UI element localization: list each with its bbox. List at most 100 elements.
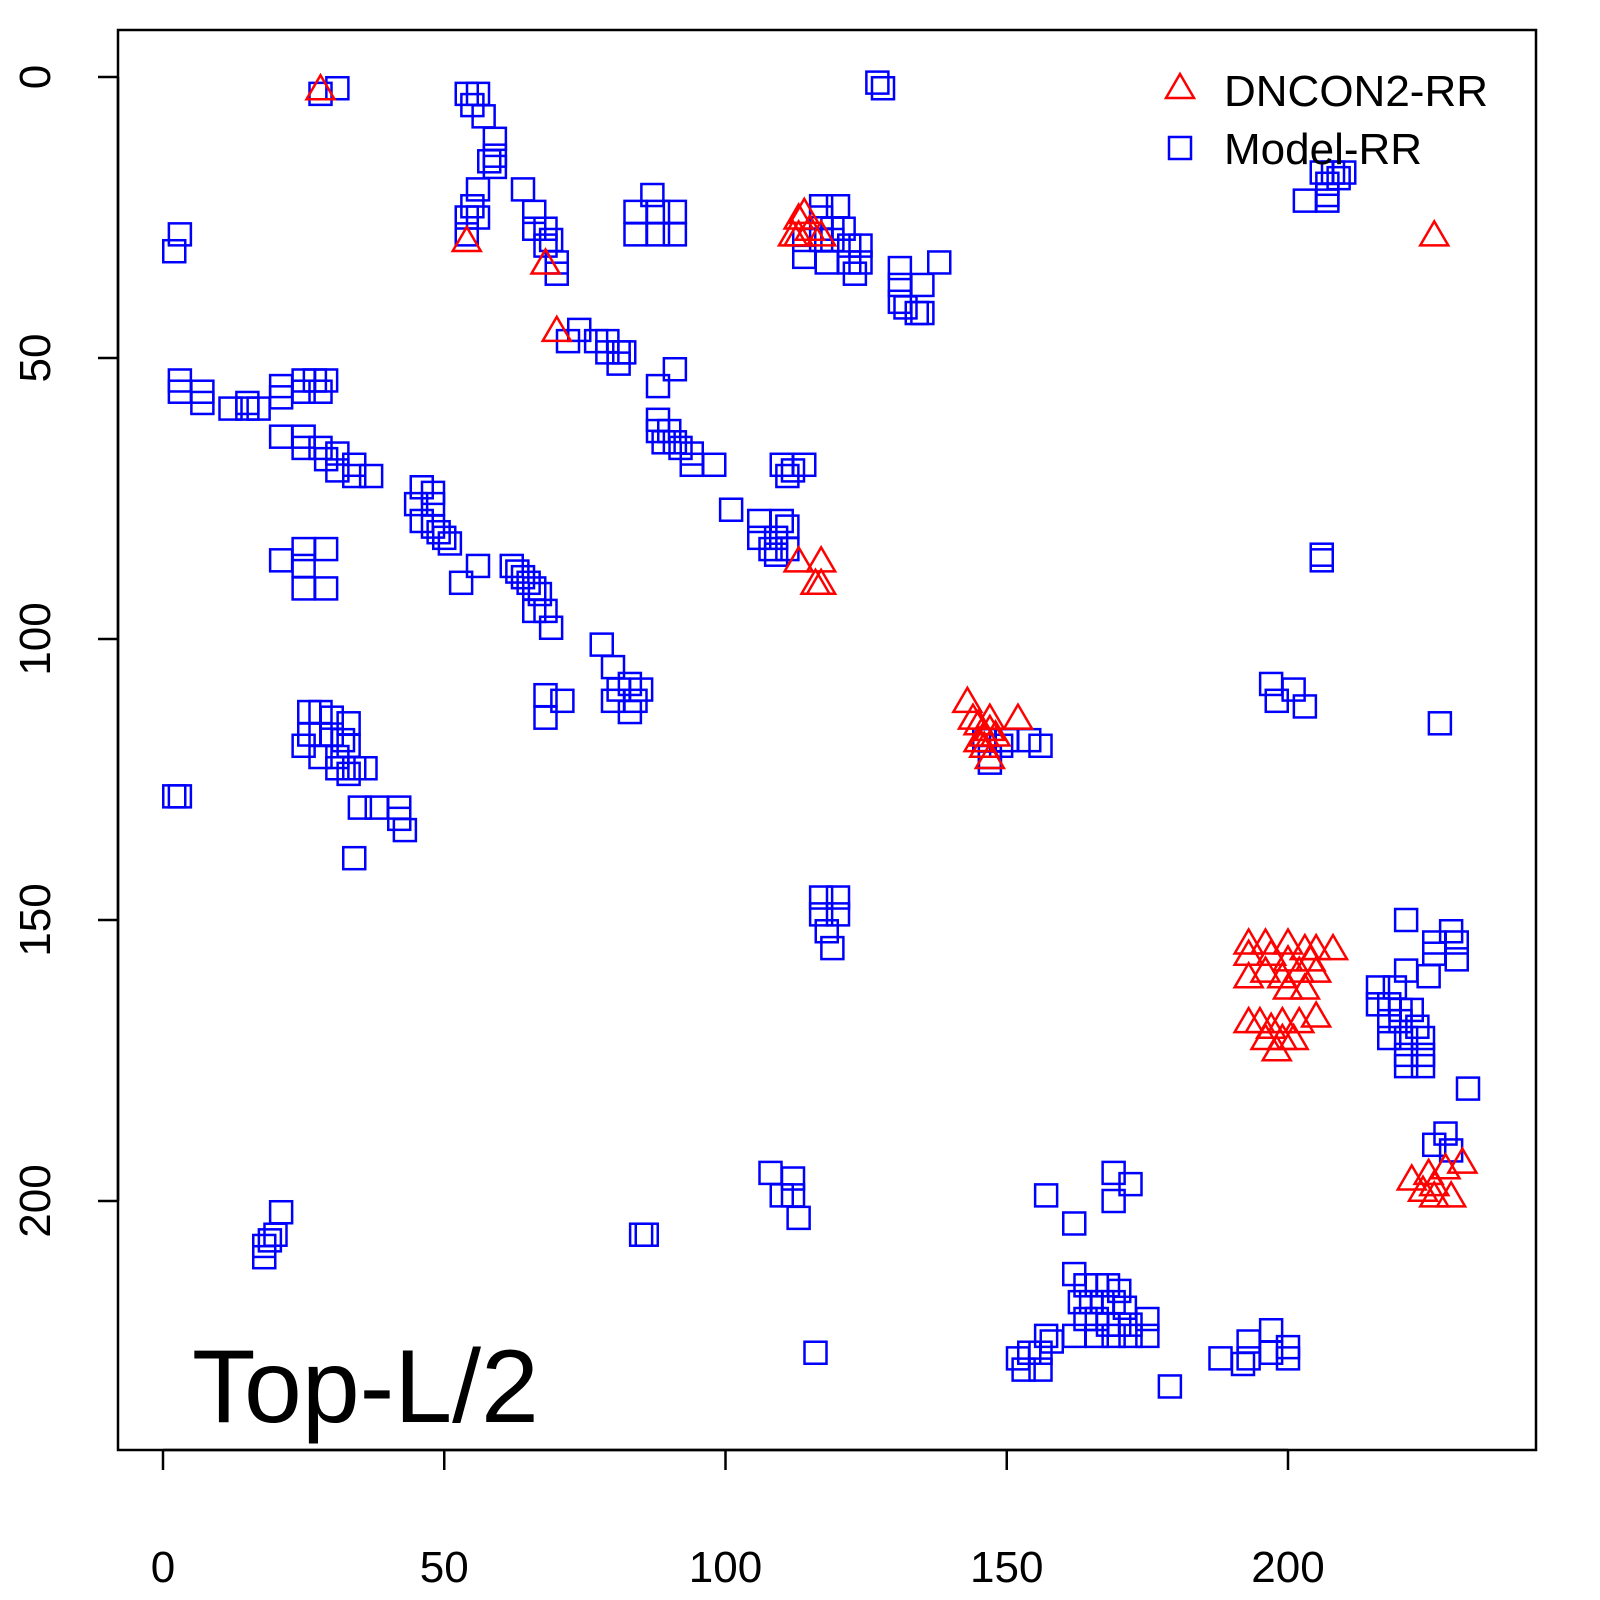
y-tick-label: 150	[11, 883, 60, 956]
point-model-rr	[1416, 963, 1441, 989]
point-model-rr	[662, 222, 688, 247]
point-model-rr	[1393, 907, 1419, 933]
point-model-rr	[403, 491, 429, 517]
point-model-rr	[662, 356, 688, 382]
x-tick-label: 100	[689, 1543, 762, 1592]
point-dncon2-rr	[973, 702, 1007, 730]
legend-marker-dncon2-rr	[1163, 71, 1197, 100]
point-model-rr	[1028, 733, 1053, 759]
point-dncon2-rr	[804, 218, 838, 247]
point-dncon2-rr	[1260, 1033, 1293, 1062]
point-model-rr	[662, 199, 688, 225]
legend-label-model-rr: Model-RR	[1224, 125, 1422, 174]
point-dncon2-rr	[799, 567, 832, 596]
x-axis: 0 50 100 150 200	[151, 1448, 1325, 1592]
point-model-rr	[1118, 1323, 1143, 1349]
point-model-rr	[910, 272, 935, 298]
point-model-rr	[1275, 1346, 1301, 1371]
point-model-rr	[1236, 1329, 1261, 1354]
point-model-rr	[814, 250, 839, 275]
point-dncon2-rr	[962, 724, 995, 753]
point-model-rr	[803, 1340, 828, 1365]
point-dncon2-rr	[968, 719, 1001, 747]
point-model-rr	[623, 199, 648, 225]
point-dncon2-rr	[1001, 702, 1035, 730]
point-model-rr	[1315, 188, 1340, 213]
point-model-rr	[1309, 542, 1334, 567]
point-dncon2-rr	[782, 202, 815, 230]
point-model-rr	[589, 632, 614, 657]
point-dncon2-rr	[1283, 955, 1316, 983]
point-model-rr	[1309, 548, 1334, 573]
point-model-rr	[763, 542, 789, 567]
legend-marker-model-rr	[1167, 135, 1193, 161]
point-model-rr	[865, 70, 890, 95]
point-dncon2-rr	[1316, 932, 1350, 961]
point-model-rr	[1410, 1025, 1436, 1051]
point-model-rr	[291, 576, 316, 601]
point-model-rr	[718, 497, 744, 522]
point-model-rr	[645, 222, 671, 247]
point-model-rr	[330, 727, 356, 753]
point-model-rr	[825, 885, 851, 910]
point-model-rr	[1455, 1076, 1481, 1101]
point-model-rr	[1033, 1183, 1059, 1208]
point-model-rr	[769, 508, 794, 534]
point-dncon2-rr	[1266, 1005, 1299, 1034]
point-model-rr	[1422, 1132, 1447, 1158]
point-dncon2-rr	[782, 544, 815, 573]
point-model-rr	[1101, 1188, 1126, 1214]
point-model-rr	[1101, 1323, 1126, 1349]
point-model-rr	[353, 756, 378, 781]
point-model-rr	[252, 1244, 277, 1270]
point-model-rr	[808, 902, 834, 927]
point-model-rr	[887, 255, 913, 281]
point-model-rr	[448, 570, 474, 596]
point-model-rr	[808, 885, 834, 910]
legend: DNCON2-RR Model-RR	[1163, 67, 1488, 174]
point-model-rr	[162, 784, 187, 809]
point-model-rr	[617, 699, 643, 725]
point-model-rr	[268, 424, 294, 449]
point-dncon2-rr	[304, 72, 337, 101]
point-model-rr	[1230, 1351, 1256, 1377]
point-model-rr	[1258, 1340, 1284, 1365]
point-model-rr	[437, 531, 463, 556]
point-model-rr	[482, 126, 508, 152]
point-model-rr	[533, 682, 558, 708]
point-model-rr	[645, 199, 671, 225]
point-dncon2-rr	[788, 196, 821, 225]
point-model-rr	[1039, 1329, 1064, 1354]
point-dncon2-rr	[973, 741, 1007, 770]
point-model-rr	[291, 553, 316, 579]
point-model-rr	[325, 75, 350, 101]
point-dncon2-rr	[782, 218, 815, 247]
point-model-rr	[927, 250, 952, 275]
point-model-rr	[1236, 1346, 1261, 1371]
point-model-rr	[1427, 711, 1453, 736]
point-model-rr	[1292, 694, 1318, 719]
point-dncon2-rr	[1299, 955, 1333, 983]
point-model-rr	[1292, 188, 1318, 213]
point-model-rr	[842, 261, 868, 286]
point-model-rr	[640, 182, 665, 208]
point-model-rr	[606, 351, 631, 376]
point-dncon2-rr	[1271, 971, 1305, 1000]
point-dncon2-rr	[1249, 955, 1282, 983]
point-model-rr	[1377, 1025, 1402, 1051]
point-model-rr	[1332, 160, 1357, 185]
point-model-rr	[1062, 1211, 1087, 1236]
y-tick-label: 200	[11, 1164, 60, 1237]
point-model-rr	[1118, 1171, 1143, 1197]
point-dncon2-rr	[1232, 960, 1265, 989]
point-model-rr	[268, 1199, 294, 1225]
point-model-rr	[432, 525, 457, 551]
point-model-rr	[387, 806, 412, 832]
point-model-rr	[645, 373, 671, 399]
point-model-rr	[465, 553, 491, 579]
y-tick-label: 0	[11, 65, 60, 89]
point-model-rr	[792, 244, 817, 270]
point-dncon2-rr	[1288, 971, 1322, 1000]
data-points	[162, 70, 1481, 1399]
